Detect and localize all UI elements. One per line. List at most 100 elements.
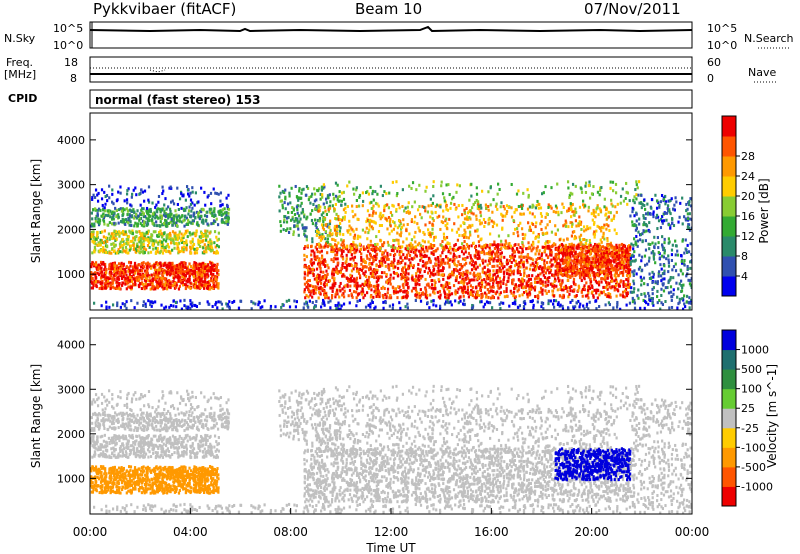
power-echo-cell bbox=[324, 274, 327, 278]
power-echo-cell bbox=[168, 237, 171, 241]
power-echo-cell bbox=[112, 231, 115, 235]
power-echo-cell bbox=[607, 210, 610, 214]
power-echo-cell bbox=[204, 246, 208, 250]
power-echo-cell bbox=[188, 194, 191, 198]
power-echo-cell bbox=[151, 264, 154, 268]
power-echo-cell bbox=[379, 249, 382, 253]
power-echo-cell bbox=[203, 267, 207, 271]
power-echo-cell bbox=[361, 204, 364, 208]
power-echo-cell bbox=[134, 186, 137, 190]
power-echo-cell bbox=[210, 222, 213, 226]
power-echo-cell bbox=[466, 270, 469, 274]
power-echo-cell bbox=[320, 188, 324, 192]
power-echo-cell bbox=[325, 223, 328, 227]
power-echo-cell bbox=[366, 278, 369, 282]
power-echo-cell bbox=[139, 246, 143, 250]
power-echo-cell bbox=[91, 222, 94, 226]
power-echo-cell bbox=[132, 247, 135, 251]
power-echo-cell bbox=[375, 264, 378, 268]
power-echo-cell bbox=[592, 294, 595, 298]
power-echo-cell bbox=[169, 282, 172, 286]
power-echo-cell bbox=[144, 238, 147, 242]
power-echo-cell bbox=[440, 220, 443, 224]
power-echo-cell bbox=[490, 289, 494, 293]
power-echo-cell bbox=[401, 204, 404, 208]
power-echo-cell bbox=[146, 222, 150, 226]
power-echo-cell bbox=[367, 275, 371, 279]
power-echo-cell bbox=[141, 190, 145, 194]
power-echo-cell bbox=[377, 289, 380, 293]
power-echo-cell bbox=[483, 278, 486, 282]
power-echo-cell bbox=[562, 286, 566, 290]
power-echo-cell bbox=[324, 264, 327, 268]
power-echo-cell bbox=[545, 240, 548, 244]
power-echo-cell bbox=[408, 253, 412, 257]
power-echo-cell bbox=[500, 269, 503, 273]
power-echo-cell bbox=[154, 246, 157, 250]
power-echo-cell bbox=[360, 290, 363, 294]
power-echo-cell bbox=[167, 233, 171, 237]
power-echo-cell bbox=[169, 250, 172, 254]
power-echo-cell bbox=[537, 256, 540, 260]
power-echo-cell bbox=[533, 280, 537, 284]
power-echo-cell bbox=[383, 206, 386, 210]
power-echo-cell bbox=[388, 296, 391, 300]
power-echo-cell bbox=[128, 248, 131, 252]
power-echo-cell bbox=[219, 203, 222, 207]
power-echo-cell bbox=[173, 246, 176, 250]
power-echo-cell bbox=[149, 279, 152, 283]
power-echo-cell bbox=[92, 232, 95, 236]
power-echo-cell bbox=[386, 251, 389, 255]
power-echo-cell bbox=[436, 215, 439, 219]
power-echo-cell bbox=[132, 267, 135, 271]
power-echo-cell bbox=[333, 284, 336, 288]
power-echo-cell bbox=[449, 286, 452, 290]
power-echo-cell bbox=[109, 283, 113, 287]
power-echo-cell bbox=[104, 195, 107, 199]
power-echo-cell bbox=[141, 269, 144, 273]
power-echo-cell bbox=[318, 265, 321, 269]
power-echo-cell bbox=[535, 246, 538, 250]
power-echo-cell bbox=[100, 214, 103, 218]
power-echo-cell bbox=[108, 264, 111, 268]
power-echo-cell bbox=[412, 264, 415, 268]
power-echo-cell bbox=[125, 219, 128, 223]
power-echo-cell bbox=[445, 217, 448, 221]
power-echo-cell bbox=[104, 284, 107, 288]
power-echo-cell bbox=[116, 268, 120, 272]
power-echo-cell bbox=[298, 189, 301, 193]
power-echo-cell bbox=[432, 269, 435, 273]
power-echo-cell bbox=[552, 242, 556, 246]
power-echo-cell bbox=[518, 269, 521, 273]
power-echo-cell bbox=[155, 268, 158, 272]
power-echo-cell bbox=[570, 224, 574, 228]
power-echo-cell bbox=[120, 219, 123, 223]
power-echo-cell bbox=[192, 263, 195, 267]
power-echo-cell bbox=[454, 279, 457, 283]
power-echo-cell bbox=[198, 217, 201, 221]
power-echo-cell bbox=[176, 202, 179, 206]
power-echo-cell bbox=[461, 291, 464, 295]
power-echo-cell bbox=[516, 230, 519, 234]
power-echo-cell bbox=[321, 275, 324, 279]
power-echo-cell bbox=[492, 259, 495, 263]
power-echo-cell bbox=[428, 269, 431, 273]
power-echo-cell bbox=[108, 184, 111, 188]
power-echo-cell bbox=[469, 284, 472, 288]
power-echo-cell bbox=[296, 218, 299, 222]
power-echo-cell bbox=[415, 295, 418, 299]
power-echo-cell bbox=[544, 242, 547, 246]
power-echo-cell bbox=[149, 287, 152, 291]
power-echo-cell bbox=[496, 283, 499, 287]
power-echo-cell bbox=[529, 277, 533, 281]
power-echo-cell bbox=[189, 191, 192, 195]
power-echo-cell bbox=[325, 213, 329, 217]
power-echo-cell bbox=[311, 267, 314, 271]
power-echo-cell bbox=[135, 235, 138, 239]
power-echo-cell bbox=[152, 265, 156, 269]
power-echo-cell bbox=[548, 240, 551, 244]
power-echo-cell bbox=[498, 292, 501, 296]
power-echo-cell bbox=[153, 211, 156, 215]
power-echo-cell bbox=[402, 295, 405, 299]
power-echo-cell bbox=[442, 258, 445, 262]
